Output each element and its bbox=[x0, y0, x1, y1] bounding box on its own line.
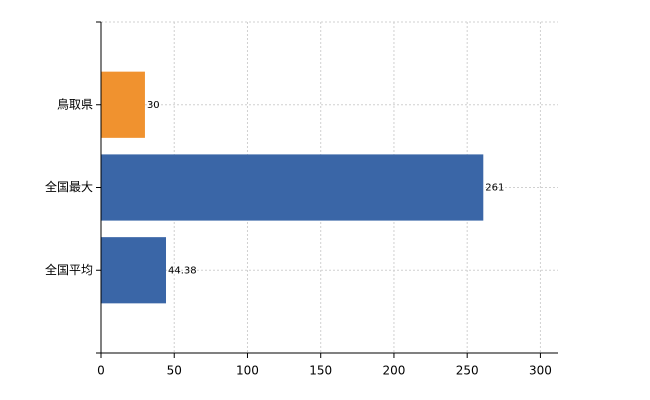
bar bbox=[101, 237, 167, 304]
y-tick-label: 全国平均 bbox=[45, 262, 93, 277]
data-label: 30 bbox=[147, 100, 160, 111]
x-tick-label: 100 bbox=[236, 364, 259, 378]
x-tick-label: 300 bbox=[529, 364, 552, 378]
data-label: 44.38 bbox=[168, 265, 197, 276]
y-tick-label: 鳥取県 bbox=[57, 96, 93, 111]
x-tick-label: 50 bbox=[167, 364, 182, 378]
y-tick-label: 全国最大 bbox=[45, 179, 93, 194]
x-tick-label: 0 bbox=[97, 364, 105, 378]
bar bbox=[101, 71, 145, 138]
x-tick-label: 150 bbox=[309, 364, 332, 378]
bar bbox=[101, 154, 484, 221]
x-tick-label: 250 bbox=[456, 364, 479, 378]
data-label: 261 bbox=[485, 183, 504, 194]
x-tick-label: 200 bbox=[382, 364, 405, 378]
